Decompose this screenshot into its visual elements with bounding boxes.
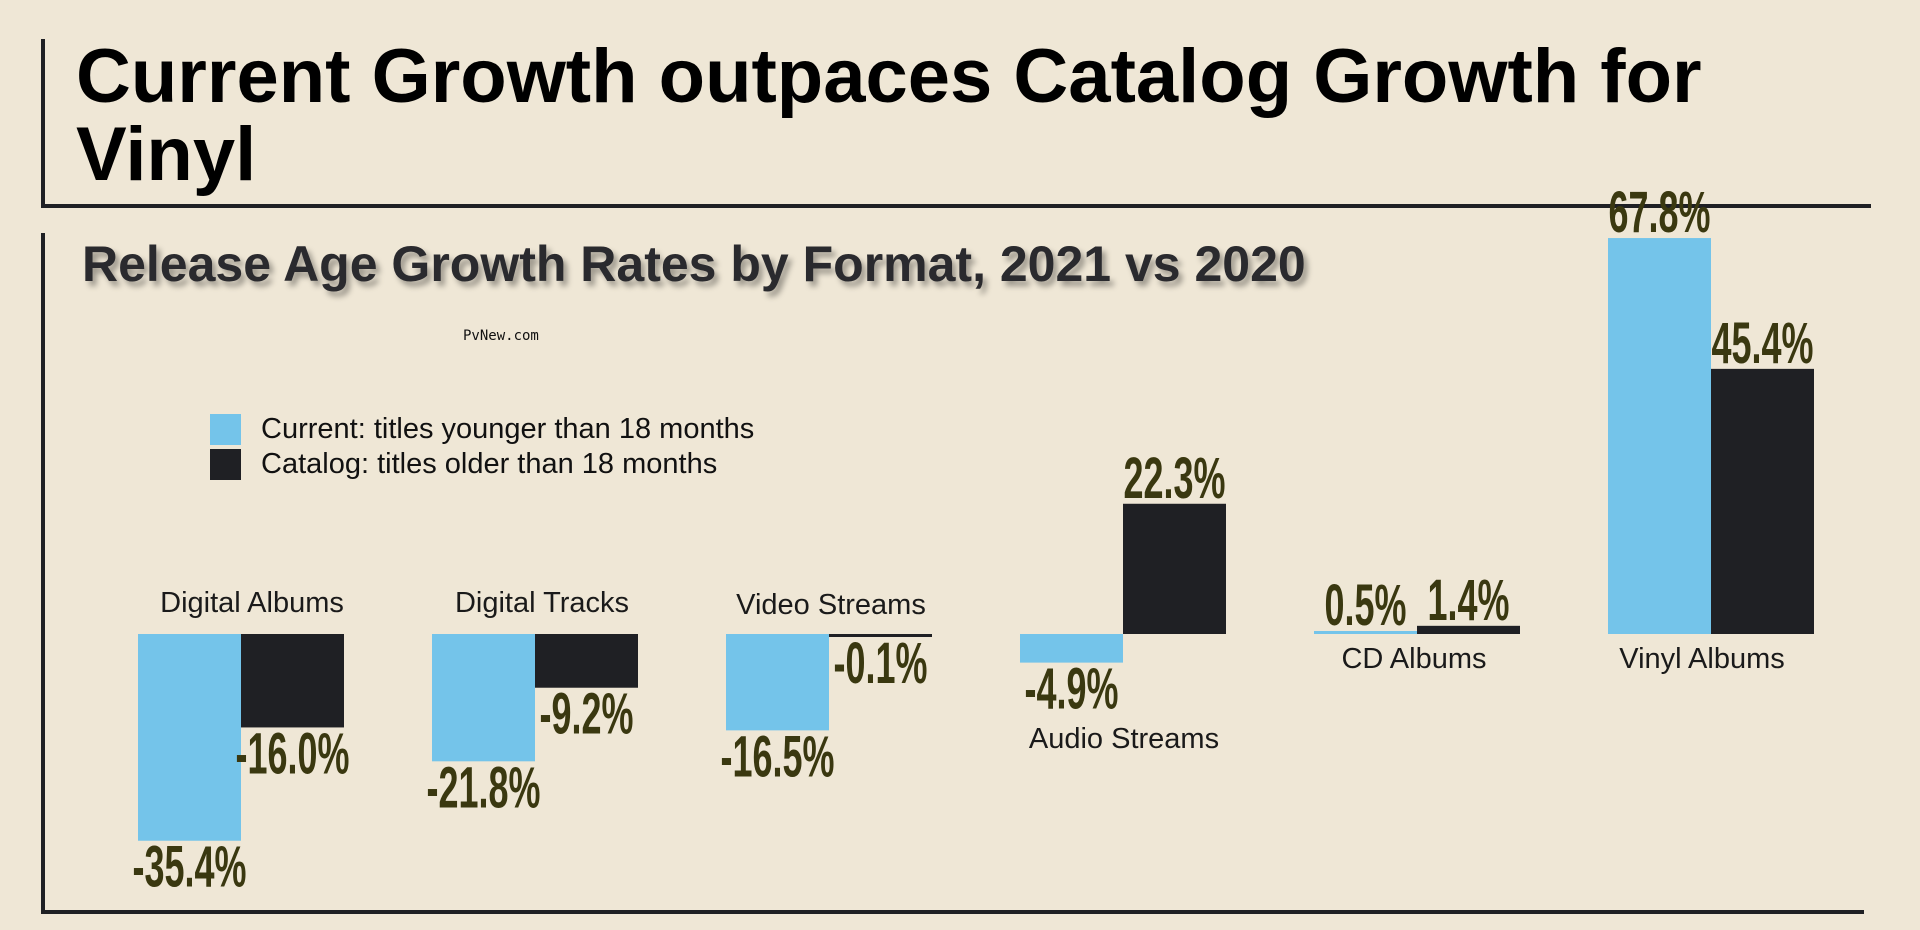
bar-current (1608, 238, 1711, 634)
bar-current (1020, 634, 1123, 663)
legend-label-catalog: Catalog: titles older than 18 months (261, 448, 718, 480)
chart-bottom-rule (41, 910, 1864, 914)
bar-catalog (829, 634, 932, 637)
bar-current (432, 634, 535, 762)
chart-title: Release Age Growth Rates by Format, 2021… (82, 236, 1306, 292)
bar-catalog (535, 634, 638, 688)
title-bottom-rule (41, 204, 1871, 208)
bar-current (1314, 631, 1417, 634)
legend-swatch-catalog (210, 449, 241, 480)
value-label: 22.3% (1124, 446, 1226, 511)
bar-catalog (1123, 503, 1226, 634)
value-label: 45.4% (1712, 311, 1814, 376)
legend-item-catalog: Catalog: titles older than 18 months (210, 448, 717, 481)
watermark: PvNew.com (463, 328, 539, 344)
value-label: -9.2% (540, 682, 634, 747)
title-left-rule (41, 39, 45, 207)
legend-swatch-current (210, 414, 241, 445)
category-label: CD Albums (1341, 643, 1486, 675)
category-label: Video Streams (736, 589, 926, 621)
value-label: -0.1% (834, 631, 928, 696)
value-label: -35.4% (133, 835, 247, 900)
legend-item-current: Current: titles younger than 18 months (210, 413, 754, 446)
category-label: Vinyl Albums (1619, 643, 1785, 675)
value-label: 67.8% (1609, 180, 1711, 245)
bar-current (726, 634, 829, 731)
category-label: Audio Streams (1029, 723, 1219, 755)
category-label: Digital Albums (160, 587, 344, 619)
value-label: -16.5% (721, 725, 835, 790)
bar-current (138, 634, 241, 841)
category-label: Digital Tracks (455, 587, 629, 619)
chart-left-rule (41, 233, 45, 914)
bar-catalog (241, 634, 344, 728)
bar-catalog (1417, 625, 1520, 634)
bar-catalog (1711, 368, 1814, 634)
legend-label-current: Current: titles younger than 18 months (261, 413, 755, 445)
value-label: -4.9% (1025, 657, 1119, 722)
page-title: Current Growth outpaces Catalog Growth f… (76, 34, 1702, 197)
value-label: 1.4% (1428, 568, 1510, 633)
value-label: 0.5% (1325, 573, 1407, 638)
value-label: -16.0% (236, 722, 350, 787)
value-label: -21.8% (427, 756, 541, 821)
